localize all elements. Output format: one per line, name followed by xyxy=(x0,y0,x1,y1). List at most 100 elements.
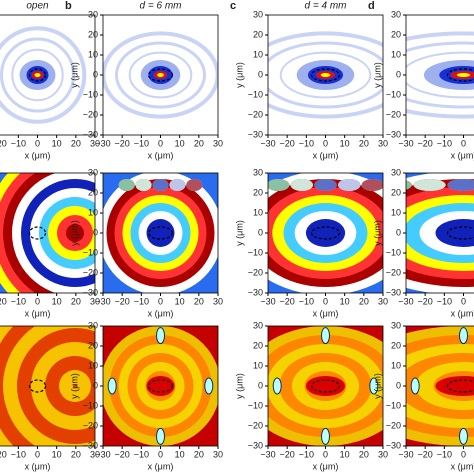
x-tick-label: 30 xyxy=(213,296,223,306)
x-tick-label: −10 xyxy=(134,449,149,459)
x-tick-label: −20 xyxy=(280,449,295,459)
x-tick-label: −10 xyxy=(299,296,314,306)
heatmap xyxy=(103,173,218,293)
ring xyxy=(11,48,64,102)
marker xyxy=(28,226,47,240)
spot xyxy=(156,427,165,445)
y-tick-label: 30 xyxy=(253,320,263,330)
x-tick-label: 30 xyxy=(90,296,100,306)
marker xyxy=(446,68,474,82)
y-tick-label: −10 xyxy=(386,400,401,410)
y-tick-label: −20 xyxy=(386,267,401,277)
heatmap xyxy=(406,15,474,135)
lobe xyxy=(169,179,186,191)
y-tick-label: 30 xyxy=(88,320,98,330)
y-tick-label: 0 xyxy=(396,380,401,390)
y-tick-label: −10 xyxy=(83,247,98,257)
lobe xyxy=(268,179,290,191)
y-tick-label: 10 xyxy=(88,360,98,370)
x-tick-label: 20 xyxy=(359,138,369,148)
x-tick-label: −10 xyxy=(11,296,26,306)
x-tick-label: −10 xyxy=(437,449,452,459)
y-tick-label: −20 xyxy=(248,267,263,277)
x-tick-label: −10 xyxy=(11,138,26,148)
x-tick-label: −10 xyxy=(299,138,314,148)
x-axis-label: x (μm) xyxy=(148,150,174,160)
heatmap xyxy=(406,326,474,446)
x-tick-label: 0 xyxy=(158,138,163,148)
lobe xyxy=(337,179,361,191)
x-tick-label: −10 xyxy=(11,449,26,459)
x-tick-label: 30 xyxy=(378,449,388,459)
x-tick-label: 20 xyxy=(194,138,204,148)
y-axis-label: y (μm) xyxy=(234,62,244,88)
x-tick-label: −30 xyxy=(95,138,110,148)
lobe xyxy=(152,179,169,191)
ring xyxy=(268,31,383,119)
heatmap xyxy=(103,15,218,135)
spot xyxy=(410,377,420,395)
y-axis-label: y (μm) xyxy=(372,62,382,88)
y-tick-label: 30 xyxy=(88,9,98,19)
y-tick-label: −30 xyxy=(248,440,263,450)
panel-letter: d xyxy=(368,0,375,12)
y-tick-label: −10 xyxy=(386,247,401,257)
lobe xyxy=(361,179,383,191)
x-tick-label: 0 xyxy=(461,296,466,306)
core xyxy=(435,376,474,396)
y-tick-label: −10 xyxy=(83,89,98,99)
x-tick-label: 0 xyxy=(35,449,40,459)
x-tick-label: 20 xyxy=(71,138,81,148)
ring xyxy=(406,31,474,119)
spot xyxy=(369,377,379,395)
panel-title: d = 6 mm xyxy=(140,1,182,12)
x-tick-label: 20 xyxy=(71,296,81,306)
x-tick-label: 20 xyxy=(359,296,369,306)
x-axis-label: x (μm) xyxy=(25,308,51,318)
y-tick-label: −30 xyxy=(83,287,98,297)
y-axis-label: y (μm) xyxy=(234,220,244,246)
y-tick-label: −30 xyxy=(83,440,98,450)
spot xyxy=(459,327,468,345)
marker xyxy=(446,226,474,240)
y-tick-label: 20 xyxy=(88,187,98,197)
y-axis-label: y (μm) xyxy=(69,373,79,399)
x-tick-label: 20 xyxy=(71,449,81,459)
y-tick-label: −30 xyxy=(386,129,401,139)
x-tick-label: −10 xyxy=(299,449,314,459)
y-tick-label: −20 xyxy=(386,420,401,430)
ring xyxy=(0,37,75,113)
core xyxy=(305,376,346,396)
panel-letter: c xyxy=(230,0,236,12)
x-tick-label: 30 xyxy=(378,296,388,306)
x-tick-label: −20 xyxy=(418,296,433,306)
band xyxy=(146,219,175,247)
x-tick-label: −20 xyxy=(280,296,295,306)
heatmap xyxy=(268,326,383,446)
heatmap xyxy=(406,173,474,293)
x-tick-label: 0 xyxy=(35,138,40,148)
marker xyxy=(310,379,341,393)
x-tick-label: −30 xyxy=(95,449,110,459)
y-tick-label: 20 xyxy=(88,340,98,350)
x-tick-label: −20 xyxy=(280,138,295,148)
x-axis-label: x (μm) xyxy=(451,150,474,160)
y-tick-label: −20 xyxy=(248,420,263,430)
y-tick-label: 10 xyxy=(253,49,263,59)
x-axis-label: x (μm) xyxy=(451,461,474,471)
x-tick-label: 20 xyxy=(194,449,204,459)
y-tick-label: −10 xyxy=(248,89,263,99)
y-tick-label: −20 xyxy=(83,267,98,277)
x-tick-label: 0 xyxy=(323,449,328,459)
spot xyxy=(321,427,330,445)
y-tick-label: −30 xyxy=(83,129,98,139)
y-axis-label: y (μm) xyxy=(234,373,244,399)
x-tick-label: 30 xyxy=(213,138,223,148)
x-tick-label: 10 xyxy=(52,449,62,459)
x-tick-label: −20 xyxy=(418,449,433,459)
x-tick-label: −10 xyxy=(134,138,149,148)
y-axis-label: y (μm) xyxy=(69,62,79,88)
spot xyxy=(107,377,117,395)
heatmap xyxy=(268,173,383,293)
x-tick-label: −10 xyxy=(437,296,452,306)
